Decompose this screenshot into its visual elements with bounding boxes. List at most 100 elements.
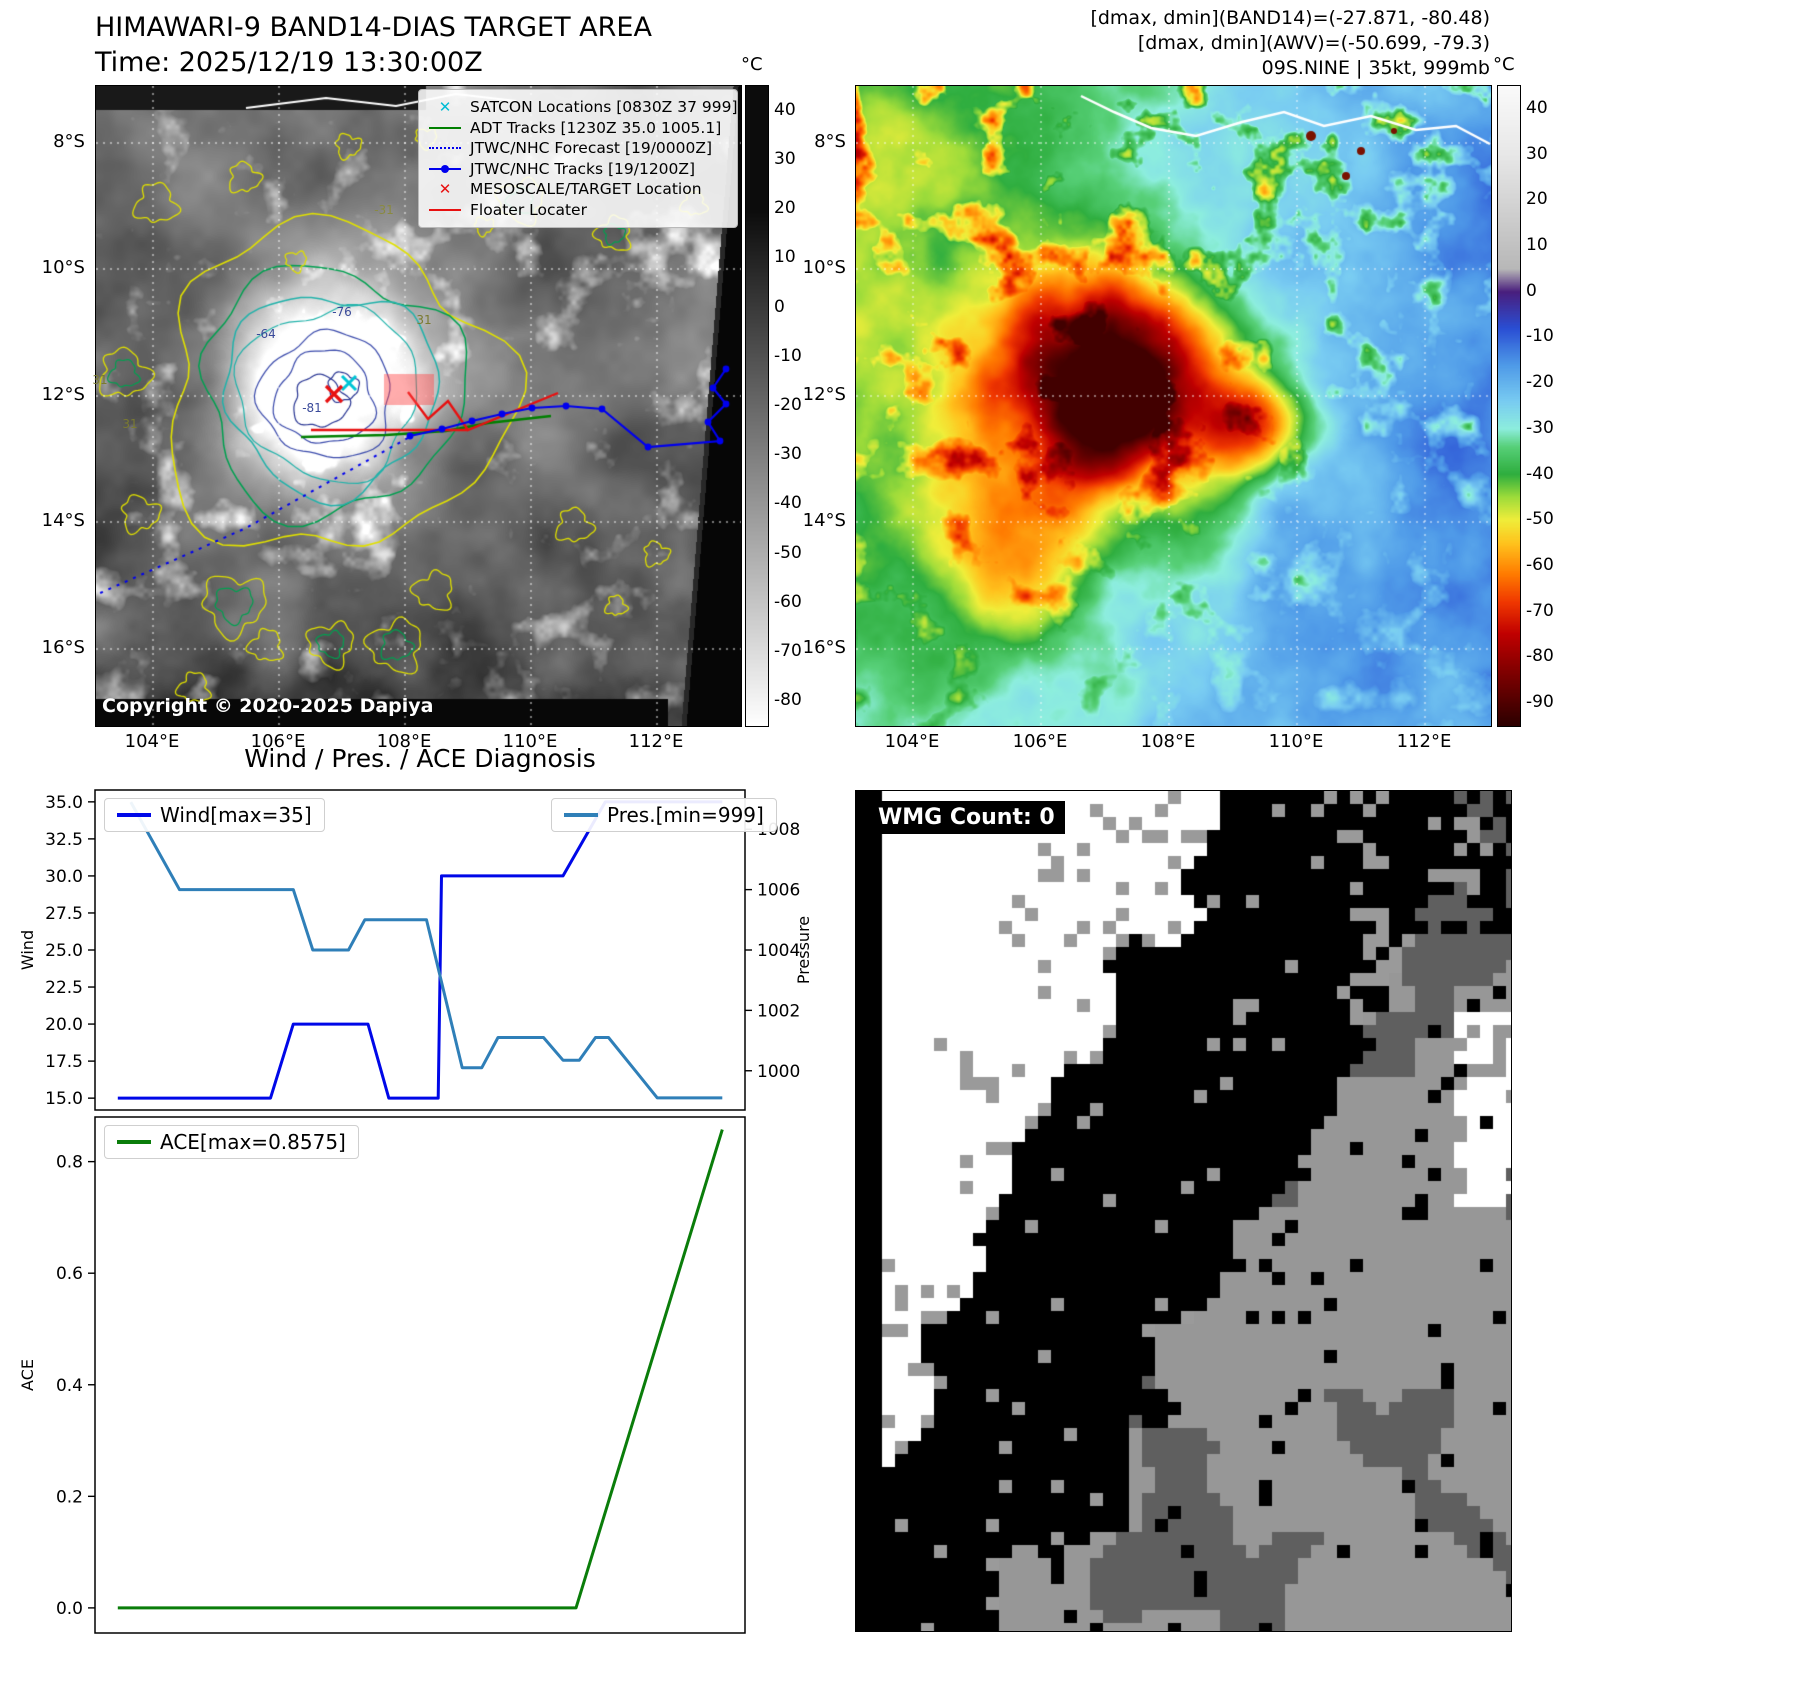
colorbar-tick: -80 xyxy=(774,690,802,711)
colorbar-tick: 30 xyxy=(774,148,796,169)
svg-text:1002: 1002 xyxy=(757,1001,800,1021)
svg-text:25.0: 25.0 xyxy=(45,941,83,961)
svg-text:15.0: 15.0 xyxy=(45,1089,83,1109)
awv-map xyxy=(855,85,1492,727)
colorbar-tick: -50 xyxy=(1526,509,1554,530)
colorbar-tick: -10 xyxy=(1526,326,1554,347)
lat-tick: 12°S xyxy=(41,384,85,405)
awv-colorbar xyxy=(1497,85,1521,727)
lon-tick: 106°E xyxy=(250,731,306,752)
wmg-count-label: WMG Count: 0 xyxy=(868,801,1065,834)
awv-colorbar-unit: °C xyxy=(1493,54,1515,75)
contour-value-label: 31 xyxy=(122,417,138,431)
colorbar-tick: -40 xyxy=(774,493,802,514)
colorbar-tick: 0 xyxy=(774,296,785,317)
svg-text:1006: 1006 xyxy=(757,881,800,901)
line-marker xyxy=(427,208,463,211)
svg-text:35.0: 35.0 xyxy=(45,793,83,813)
lat-tick: 14°S xyxy=(802,510,846,531)
lon-tick: 110°E xyxy=(502,731,558,752)
legend-item-label: Floater Locater xyxy=(470,200,587,219)
svg-text:32.5: 32.5 xyxy=(45,830,83,850)
svg-text:1000: 1000 xyxy=(757,1062,800,1082)
contour-value-label: -64 xyxy=(256,327,276,341)
colorbar-tick: -90 xyxy=(1526,692,1554,713)
copyright-label: Copyright © 2020-2025 Dapiya xyxy=(102,695,434,717)
x-marker: ✕ xyxy=(438,179,452,198)
band14-map: -31 31 -64 -76 -81 31 31 ✕ SATCON Locations [08… xyxy=(92,85,742,727)
line-marker xyxy=(427,126,463,129)
svg-text:0.6: 0.6 xyxy=(56,1264,83,1284)
legend-item-label: SATCON Locations [0830Z 37 999] xyxy=(470,98,738,117)
lat-tick: 16°S xyxy=(41,637,85,658)
wind-legend-label: Wind[max=35] xyxy=(160,803,312,827)
colorbar-tick: -30 xyxy=(774,444,802,465)
legend-item: Floater Locater xyxy=(427,200,729,221)
colorbar-tick: 10 xyxy=(1526,235,1548,255)
pressure-legend: Pres.[min=999] xyxy=(551,798,777,832)
colorbar-tick: -50 xyxy=(774,542,802,563)
svg-text:0.8: 0.8 xyxy=(56,1153,83,1173)
x-marker: ✕ xyxy=(438,97,452,116)
svg-text:0.4: 0.4 xyxy=(56,1376,83,1396)
legend-item: ✕ SATCON Locations [0830Z 37 999] xyxy=(427,97,738,118)
lon-tick: 108°E xyxy=(1140,731,1196,752)
band14-subtitle: Time: 2025/12/19 13:30:00Z xyxy=(95,47,483,78)
pressure-line-swatch xyxy=(564,813,598,817)
svg-text:17.5: 17.5 xyxy=(45,1052,83,1072)
legend-item-label: ADT Tracks [1230Z 35.0 1005.1] xyxy=(470,118,722,137)
legend-item-label: MESOSCALE/TARGET Location xyxy=(470,180,702,199)
svg-text:22.5: 22.5 xyxy=(45,978,83,998)
wind-pressure-chart: 15.0 17.5 20.0 22.5 25.0 27.5 30.0 32.5 35.0 Wind… xyxy=(18,789,813,1111)
contour-value-label: 31 xyxy=(92,373,108,387)
colorbar-tick: 20 xyxy=(1526,189,1548,210)
awv-header: [dmax, dmin](BAND14)=(-27.871, -80.48) [… xyxy=(855,6,1490,81)
dotted-marker xyxy=(427,147,463,150)
contour-value-label: -81 xyxy=(302,401,322,415)
svg-text:0.0: 0.0 xyxy=(56,1599,83,1619)
contour-value-label: -31 xyxy=(374,203,394,217)
lat-tick: 16°S xyxy=(802,637,846,658)
ace-legend: ACE[max=0.8575] xyxy=(104,1125,359,1159)
colorbar-tick: 40 xyxy=(1526,97,1548,118)
ace-chart: 0.0 0.2 0.4 0.6 0.8 ACE xyxy=(18,1116,746,1634)
colorbar-tick: -60 xyxy=(774,591,802,612)
legend-item: ✕ MESOSCALE/TARGET Location xyxy=(427,179,729,200)
svg-text:Wind: Wind xyxy=(18,930,37,970)
storm-id-intensity: 09S.NINE | 35kt, 999mb xyxy=(1261,57,1490,80)
colorbar-tick: 40 xyxy=(774,99,796,120)
svg-text:20.0: 20.0 xyxy=(45,1015,83,1035)
svg-text:27.5: 27.5 xyxy=(45,904,83,924)
lat-tick: 8°S xyxy=(53,131,85,152)
legend-item: JTWC/NHC Tracks [19/1200Z] xyxy=(427,159,729,180)
colorbar-tick: -10 xyxy=(774,345,802,366)
ace-line-swatch xyxy=(117,1140,151,1144)
lat-tick: 10°S xyxy=(41,257,85,278)
colorbar-tick: 30 xyxy=(1526,143,1548,164)
colorbar-tick: -80 xyxy=(1526,646,1554,667)
colorbar-tick: -20 xyxy=(774,395,802,415)
colorbar-tick: -20 xyxy=(1526,372,1554,393)
lon-tick: 108°E xyxy=(376,731,432,752)
ace-legend-label: ACE[max=0.8575] xyxy=(160,1130,346,1154)
dmax-dmin-band14: [dmax, dmin](BAND14)=(-27.871, -80.48) xyxy=(1090,7,1490,29)
line-dot-marker xyxy=(427,164,463,173)
svg-text:Pressure: Pressure xyxy=(794,916,813,984)
band14-colorbar-unit: °C xyxy=(741,54,763,75)
colorbar-tick: -70 xyxy=(774,641,802,662)
colorbar-tick: -70 xyxy=(1526,600,1554,621)
colorbar-tick: -40 xyxy=(1526,463,1554,484)
legend-item: ADT Tracks [1230Z 35.0 1005.1] xyxy=(427,118,729,139)
dmax-dmin-awv: [dmax, dmin](AWV)=(-50.699, -79.3) xyxy=(1137,32,1490,55)
svg-text:ACE: ACE xyxy=(18,1359,37,1391)
svg-text:1004: 1004 xyxy=(757,941,800,961)
band14-title: HIMAWARI-9 BAND14-DIAS TARGET AREA xyxy=(95,12,652,43)
band14-legend: ✕ SATCON Locations [0830Z 37 999] ADT Trac… xyxy=(418,89,738,228)
diagnosis-title: Wind / Pres. / ACE Diagnosis xyxy=(244,744,596,773)
band14-colorbar xyxy=(745,85,769,727)
wmg-map: WMG Count: 0 xyxy=(855,790,1512,1632)
svg-text:0.2: 0.2 xyxy=(56,1487,83,1507)
colorbar-tick: 10 xyxy=(774,247,796,268)
wmg-mask-image xyxy=(856,791,1511,1631)
legend-item-label: JTWC/NHC Forecast [19/0000Z] xyxy=(470,139,713,158)
